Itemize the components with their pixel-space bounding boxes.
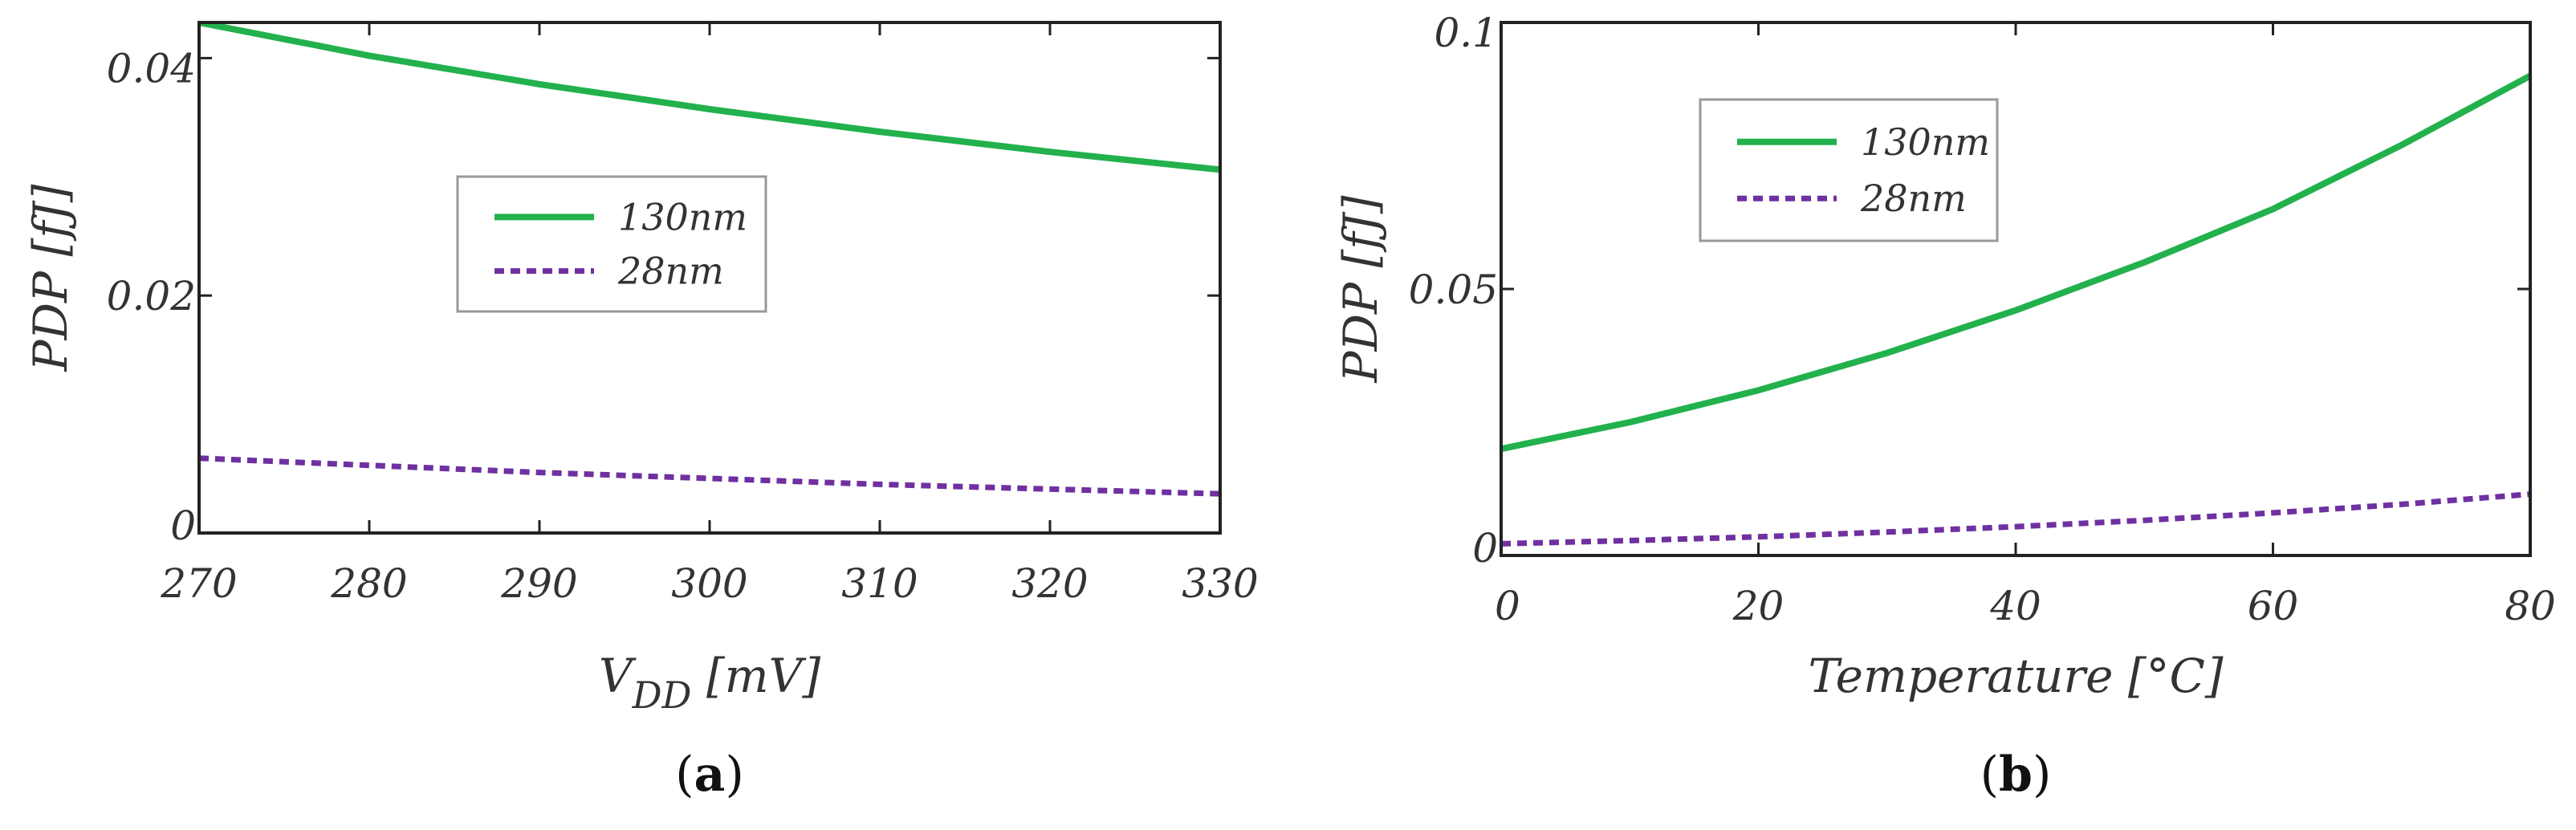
x-tick-label: 330 <box>1182 560 1258 607</box>
x-tick-label: 310 <box>841 560 918 607</box>
series-line-130nm <box>199 22 1220 173</box>
y-tick-label: 0.05 <box>1409 266 1498 313</box>
x-tick-label: 290 <box>500 560 577 607</box>
panel-label: (a) <box>675 747 744 803</box>
legend-label-28nm: 28nm <box>617 250 724 293</box>
series-line-28nm <box>199 455 1220 497</box>
x-tick-label: 300 <box>671 560 747 607</box>
x-tick-label: 280 <box>330 560 407 607</box>
series-group <box>199 22 1220 497</box>
x-tick-label: 80 <box>2505 583 2556 629</box>
x-axis-title-main: Temperature [°C] <box>1808 649 2223 703</box>
x-tick-label: 320 <box>1011 560 1088 607</box>
y-tick-label: 0.02 <box>107 273 196 319</box>
x-tick-label: 60 <box>2248 583 2299 629</box>
x-tick-label: 20 <box>1732 583 1784 629</box>
legend: 130nm 28nm <box>456 175 767 313</box>
x-tick-label: 40 <box>1989 583 2041 629</box>
y-tick-label: 0 <box>170 502 196 549</box>
panel-label-letter: a <box>694 747 726 803</box>
y-tick-label: 0 <box>1472 525 1498 572</box>
x-axis-title: Temperature [°C] <box>1808 649 2223 703</box>
legend-box <box>1699 98 1999 242</box>
y-tick-label: 0.1 <box>1434 10 1498 56</box>
series-line-130nm <box>1501 72 2530 453</box>
panel-label-close: ) <box>2033 747 2051 803</box>
legend-label-130nm: 130nm <box>1861 120 1990 164</box>
x-axis-title: VDD [mV] <box>599 649 821 717</box>
legend-box <box>456 175 767 313</box>
x-axis-title-subscript: DD <box>632 673 692 717</box>
panel-label-letter: b <box>1999 747 2033 803</box>
series-group <box>1501 72 2530 547</box>
panel-label-open: ( <box>675 747 694 803</box>
y-tick-label: 0.04 <box>107 45 196 92</box>
panel-a: 270 280 290 300 310 320 330 0 0.02 0.04 PDP [fJ] VD… <box>23 21 1259 803</box>
y-axis-title: PDP [fJ] <box>1333 195 1388 383</box>
y-axis-title: PDP [fJ] <box>23 184 78 372</box>
x-tick-label: 270 <box>160 560 237 607</box>
panel-b: 0 20 40 60 80 0 0.05 0.1 PDP [fJ] Temperature [°C… <box>1333 10 2556 803</box>
legend-label-130nm: 130nm <box>618 195 747 238</box>
legend: 130nm 28nm <box>1699 98 1999 242</box>
panel-label-open: ( <box>1980 747 1999 803</box>
legend-label-28nm: 28nm <box>1860 177 1967 220</box>
panel-label: (b) <box>1980 747 2052 803</box>
x-axis-title-main: V <box>599 649 637 703</box>
series-line-28nm <box>1501 491 2530 547</box>
panel-label-close: ) <box>725 747 743 803</box>
plot-frame <box>1500 21 2532 557</box>
x-tick-label: 0 <box>1495 583 1520 629</box>
x-axis-title-unit: [mV] <box>692 649 821 703</box>
